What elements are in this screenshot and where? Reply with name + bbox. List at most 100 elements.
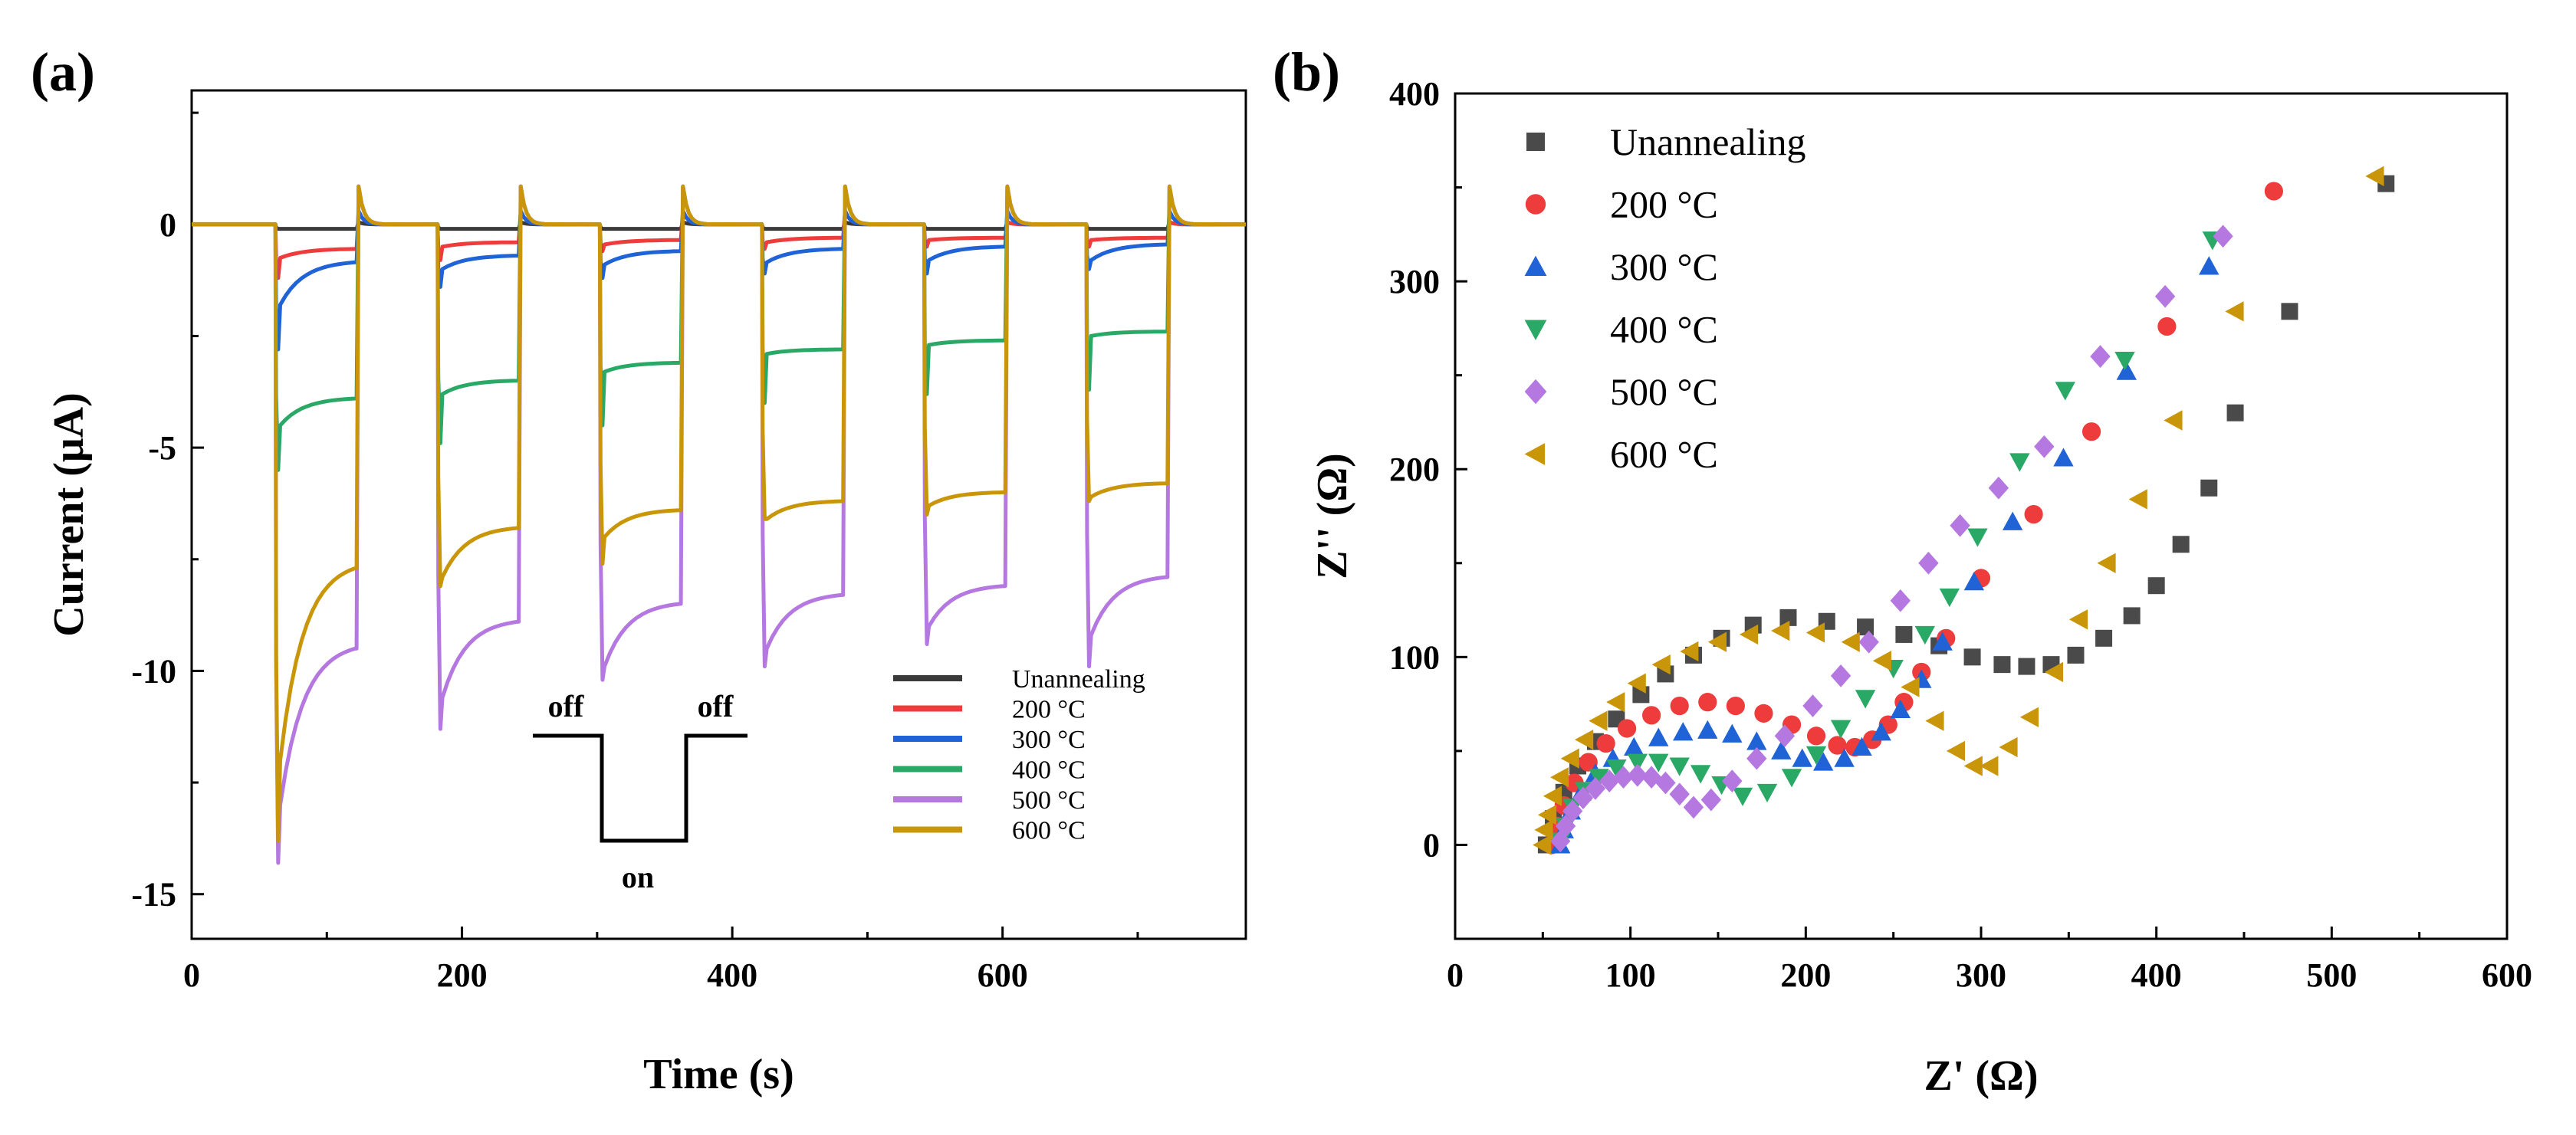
b-data-point [2018, 658, 2036, 675]
b-x-tick-label: 200 [1780, 956, 1831, 994]
b-data-point [1670, 696, 1689, 716]
b-data-point [1834, 748, 1855, 767]
b-data-point [1537, 805, 1557, 825]
b-data-point [1669, 782, 1690, 806]
b-legend-label: 600 °C [1610, 433, 1718, 476]
a-legend-label: 400 °C [1012, 756, 1086, 785]
panel-a-current-chart: (a) 0 200 400 600 0 -5 -10 -15 Time (s) Current… [31, 41, 1247, 1098]
b-data-point [1852, 736, 1872, 756]
b-data-point [2264, 182, 2283, 201]
b-data-point [1802, 694, 1823, 717]
b-data-point [2128, 489, 2147, 510]
light-switch-inset: off off on [533, 689, 748, 894]
b-data-point [1830, 720, 1852, 739]
b-data-point [2095, 629, 2113, 647]
b-data-point [1648, 753, 1669, 773]
b-data-point [1606, 759, 1627, 779]
b-data-point [1651, 654, 1671, 675]
inset-off-left-label: off [548, 689, 584, 723]
b-legend-marker [1526, 133, 1545, 151]
b-x-tick-label: 400 [2131, 956, 2182, 994]
b-data-point [1555, 815, 1576, 838]
panel-b-legend: Unannealing 200 °C 300 °C 400 °C 500 °C 600 °… [1524, 120, 1806, 476]
a-legend-label: Unannealing [1012, 665, 1145, 694]
b-data-point [2164, 410, 2183, 431]
b-data-point [1585, 777, 1606, 800]
a-legend-label: 200 °C [1012, 696, 1086, 724]
a-x-tick-label: 0 [183, 956, 200, 994]
b-data-point [1589, 710, 1608, 731]
b-data-point [2213, 225, 2233, 248]
b-data-point [1914, 625, 1936, 645]
b-data-point [1806, 746, 1827, 765]
b-data-point [1707, 631, 1727, 652]
a-y-tick-label: -10 [131, 652, 176, 690]
b-data-point [1550, 829, 1571, 853]
b-data-point [1690, 765, 1711, 784]
b-data-point [2055, 382, 2075, 401]
b-data-point [2009, 453, 2030, 472]
b-y-tick-label: 100 [1389, 638, 1440, 676]
b-y-tick-label: 300 [1389, 263, 1440, 300]
b-data-point [1543, 786, 1562, 806]
b-data-point [1562, 799, 1583, 823]
b-legend-marker [1524, 320, 1547, 340]
b-data-point [1939, 588, 1960, 608]
b-data-point [2226, 404, 2244, 422]
b-data-point [1980, 756, 1999, 776]
panel-b-y-axis-title: Z'' (Ω) [1309, 453, 1356, 579]
b-data-point [1774, 724, 1796, 748]
b-data-point [1781, 769, 1802, 788]
b-data-point [1596, 733, 1615, 753]
b-data-point [2067, 646, 2085, 664]
a-legend-label: 300 °C [1012, 726, 1086, 754]
b-data-point [1550, 767, 1569, 788]
b-data-point [1857, 618, 1875, 636]
b-data-point [1746, 746, 1767, 770]
b-x-tick-label: 0 [1447, 956, 1464, 994]
b-series-4 [1550, 225, 2233, 853]
b-x-tick-label: 300 [1956, 956, 2006, 994]
b-data-point [1680, 641, 1699, 662]
b-data-point [1993, 656, 2011, 674]
b-data-point [1871, 722, 1891, 741]
b-data-point [1988, 476, 2009, 500]
b-data-point [1599, 769, 1620, 792]
inset-off-right-label: off [698, 689, 734, 723]
b-data-point [1606, 691, 1625, 713]
b-data-point [1700, 788, 1722, 812]
b-x-tick-label: 500 [2306, 956, 2357, 994]
panel-b-impedance-chart: (b) 0 100 200 300 400 500 600 0 100 200 300 400 Z' … [1273, 41, 2532, 1100]
b-data-point [1756, 783, 1778, 803]
b-data-point [1683, 795, 1704, 819]
b-data-point [1967, 528, 1988, 547]
b-data-point [1627, 763, 1648, 787]
b-data-point [1858, 630, 1879, 654]
b-y-tick-label: 400 [1389, 75, 1440, 113]
panel-a-label: (a) [31, 41, 95, 103]
b-data-point [2019, 707, 2039, 727]
b-data-point [1648, 727, 1669, 746]
a-legend-label: 500 °C [1012, 786, 1086, 815]
b-data-point [2090, 345, 2111, 369]
b-data-point [1697, 720, 1718, 739]
b-data-point [1963, 572, 1985, 591]
b-data-point [2281, 303, 2298, 320]
b-data-point [1946, 740, 1965, 762]
a-y-tick-label: -5 [148, 429, 176, 467]
b-legend-marker [1524, 255, 1547, 276]
panel-b-label: (b) [1273, 41, 1340, 103]
panel-a-axes: 0 200 400 600 0 -5 -10 -15 [131, 111, 1139, 994]
b-data-point [1963, 648, 1981, 666]
a-x-tick-label: 400 [707, 956, 757, 994]
b-x-tick-label: 100 [1605, 956, 1656, 994]
panel-b-series [1533, 166, 2395, 855]
b-legend-marker [1524, 379, 1547, 405]
b-series-5 [1533, 166, 2384, 855]
b-data-point [2157, 317, 2177, 336]
b-data-point [1533, 835, 1552, 855]
b-data-point [1950, 513, 1970, 537]
b-data-point [2123, 607, 2141, 625]
b-data-point [2034, 435, 2055, 458]
b-data-point [1925, 710, 1944, 731]
